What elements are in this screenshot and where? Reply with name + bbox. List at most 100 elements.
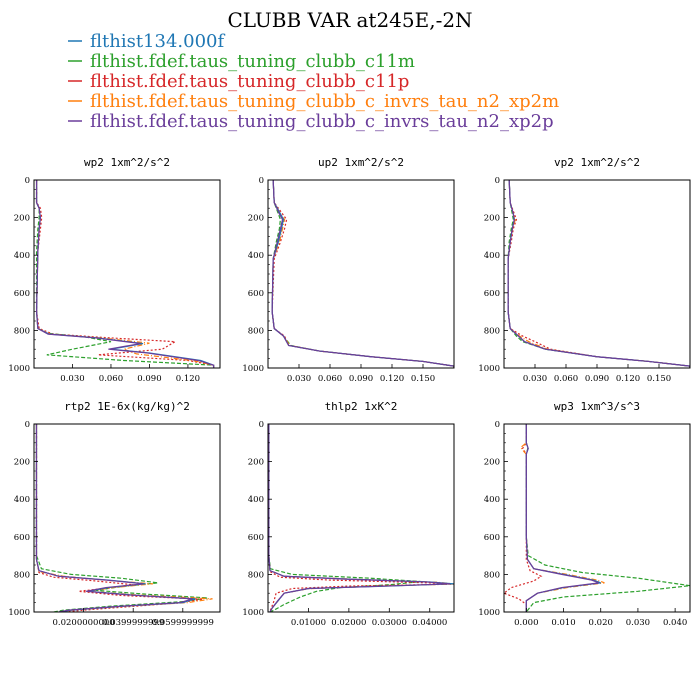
x-tick-label: 0.030 bbox=[626, 618, 650, 628]
y-tick-label: 800 bbox=[248, 326, 264, 336]
x-tick-label: 0.03000 bbox=[372, 618, 407, 628]
x-tick-label: 0.090 bbox=[137, 374, 161, 384]
x-tick-label: 0.120 bbox=[380, 374, 404, 384]
x-tick-label: 0.150 bbox=[411, 374, 435, 384]
y-tick-label: 400 bbox=[248, 495, 264, 505]
x-tick-label: 0.150 bbox=[647, 374, 671, 384]
y-tick-label: 400 bbox=[14, 251, 30, 261]
series-line bbox=[35, 424, 193, 612]
y-tick-label: 600 bbox=[248, 289, 264, 299]
x-tick-label: 0.02000 bbox=[331, 618, 366, 628]
plot-frame bbox=[267, 423, 455, 613]
y-tick-label: 600 bbox=[14, 533, 30, 543]
series-line bbox=[507, 180, 690, 368]
series-line bbox=[271, 180, 454, 368]
x-tick-label: 0.120 bbox=[176, 374, 200, 384]
series-line bbox=[35, 424, 196, 612]
series-line bbox=[268, 424, 454, 612]
y-tick-label: 0 bbox=[259, 176, 264, 186]
panel-title: wp3 1xm^3/s^3 bbox=[554, 400, 640, 413]
plot-frame bbox=[267, 179, 455, 369]
series-line bbox=[507, 180, 690, 368]
y-tick-label: 800 bbox=[14, 570, 30, 580]
chart-panel: rtp2 1E-6x(kg/kg)^2 0 200 400 600 800 1000 0.02… bbox=[8, 400, 221, 628]
x-tick-label: 0.090 bbox=[585, 374, 609, 384]
series-line bbox=[35, 180, 215, 368]
panel-title: up2 1xm^2/s^2 bbox=[318, 156, 404, 169]
series-line bbox=[268, 424, 454, 612]
x-tick-label: 0.0399999999 bbox=[102, 618, 164, 628]
panel-title: thlp2 1xK^2 bbox=[325, 400, 398, 413]
x-tick-label: 0.030 bbox=[523, 374, 547, 384]
x-tick-label: 0.010 bbox=[551, 618, 575, 628]
series-line bbox=[271, 180, 454, 368]
y-tick-label: 400 bbox=[484, 495, 500, 505]
legend-entry: flthist.fdef.taus_tuning_clubb_c_invrs_t… bbox=[90, 91, 559, 112]
series-line bbox=[271, 180, 454, 368]
y-tick-label: 1000 bbox=[478, 608, 500, 618]
y-tick-label: 200 bbox=[248, 458, 264, 468]
x-tick-label: 0.030 bbox=[287, 374, 311, 384]
chart-panel: wp3 1xm^3/s^3 0 200 400 600 800 1000 0.000 0.010… bbox=[478, 400, 691, 628]
y-tick-label: 1000 bbox=[8, 608, 30, 618]
x-tick-label: 0.0200000000 bbox=[52, 618, 114, 628]
x-tick-label: 0.04000 bbox=[412, 618, 447, 628]
x-tick-label: 0.0599999999 bbox=[152, 618, 214, 628]
y-tick-label: 600 bbox=[484, 533, 500, 543]
x-tick-label: 0.120 bbox=[616, 374, 640, 384]
y-tick-label: 1000 bbox=[478, 364, 500, 374]
y-tick-label: 0 bbox=[259, 420, 264, 430]
figure-title: CLUBB VAR at245E,-2N bbox=[227, 8, 472, 32]
x-tick-label: 0.090 bbox=[349, 374, 373, 384]
x-tick-label: 0.060 bbox=[99, 374, 123, 384]
y-tick-label: 400 bbox=[14, 495, 30, 505]
y-tick-label: 0 bbox=[25, 420, 30, 430]
panel-title: rtp2 1E-6x(kg/kg)^2 bbox=[64, 400, 190, 413]
y-tick-label: 1000 bbox=[8, 364, 30, 374]
y-tick-label: 200 bbox=[14, 458, 30, 468]
y-tick-label: 200 bbox=[248, 214, 264, 224]
legend: flthist134.000fflthist.fdef.taus_tuning_… bbox=[68, 31, 559, 132]
series-line bbox=[504, 424, 543, 612]
chart-panel: thlp2 1xK^2 0 200 400 600 800 1000 0.01000 0.020… bbox=[242, 400, 455, 628]
series-line bbox=[271, 180, 454, 368]
y-tick-label: 600 bbox=[248, 533, 264, 543]
legend-entry: flthist.fdef.taus_tuning_clubb_c11m bbox=[90, 51, 415, 72]
series-line bbox=[507, 180, 690, 368]
series-line bbox=[35, 424, 203, 612]
y-tick-label: 1000 bbox=[242, 608, 264, 618]
series-line bbox=[35, 180, 215, 368]
x-tick-label: 0.030 bbox=[60, 374, 84, 384]
y-tick-label: 0 bbox=[495, 420, 500, 430]
panel-title: wp2 1xm^2/s^2 bbox=[84, 156, 170, 169]
y-tick-label: 0 bbox=[25, 176, 30, 186]
x-tick-label: 0.040 bbox=[663, 618, 687, 628]
y-tick-label: 200 bbox=[14, 214, 30, 224]
x-tick-label: 0.01000 bbox=[291, 618, 326, 628]
panels: wp2 1xm^2/s^2 0 200 400 600 800 1000 0.030 0.060… bbox=[8, 156, 691, 628]
y-tick-label: 200 bbox=[484, 458, 500, 468]
x-tick-label: 0.000 bbox=[514, 618, 538, 628]
panel-title: vp2 1xm^2/s^2 bbox=[554, 156, 640, 169]
series-line bbox=[271, 180, 454, 368]
series-line bbox=[35, 180, 215, 368]
series-line bbox=[35, 180, 215, 368]
series-line bbox=[268, 424, 422, 612]
plot-frame bbox=[33, 179, 221, 369]
legend-entry: flthist.fdef.taus_tuning_clubb_c11p bbox=[90, 71, 409, 92]
series-line bbox=[507, 180, 690, 368]
series-line bbox=[35, 180, 215, 368]
series-line bbox=[525, 424, 600, 612]
y-tick-label: 200 bbox=[484, 214, 500, 224]
y-tick-label: 400 bbox=[248, 251, 264, 261]
chart-panel: wp2 1xm^2/s^2 0 200 400 600 800 1000 0.030 0.060… bbox=[8, 156, 221, 384]
chart-panel: up2 1xm^2/s^2 0 200 400 600 800 1000 0.030 0.060… bbox=[242, 156, 455, 384]
plot-frame bbox=[503, 179, 691, 369]
y-tick-label: 800 bbox=[484, 570, 500, 580]
y-tick-label: 800 bbox=[248, 570, 264, 580]
legend-entry: flthist.fdef.taus_tuning_clubb_c_invrs_t… bbox=[90, 111, 554, 132]
legend-entry: flthist134.000f bbox=[90, 31, 225, 52]
x-tick-label: 0.060 bbox=[554, 374, 578, 384]
series-line bbox=[507, 180, 690, 368]
